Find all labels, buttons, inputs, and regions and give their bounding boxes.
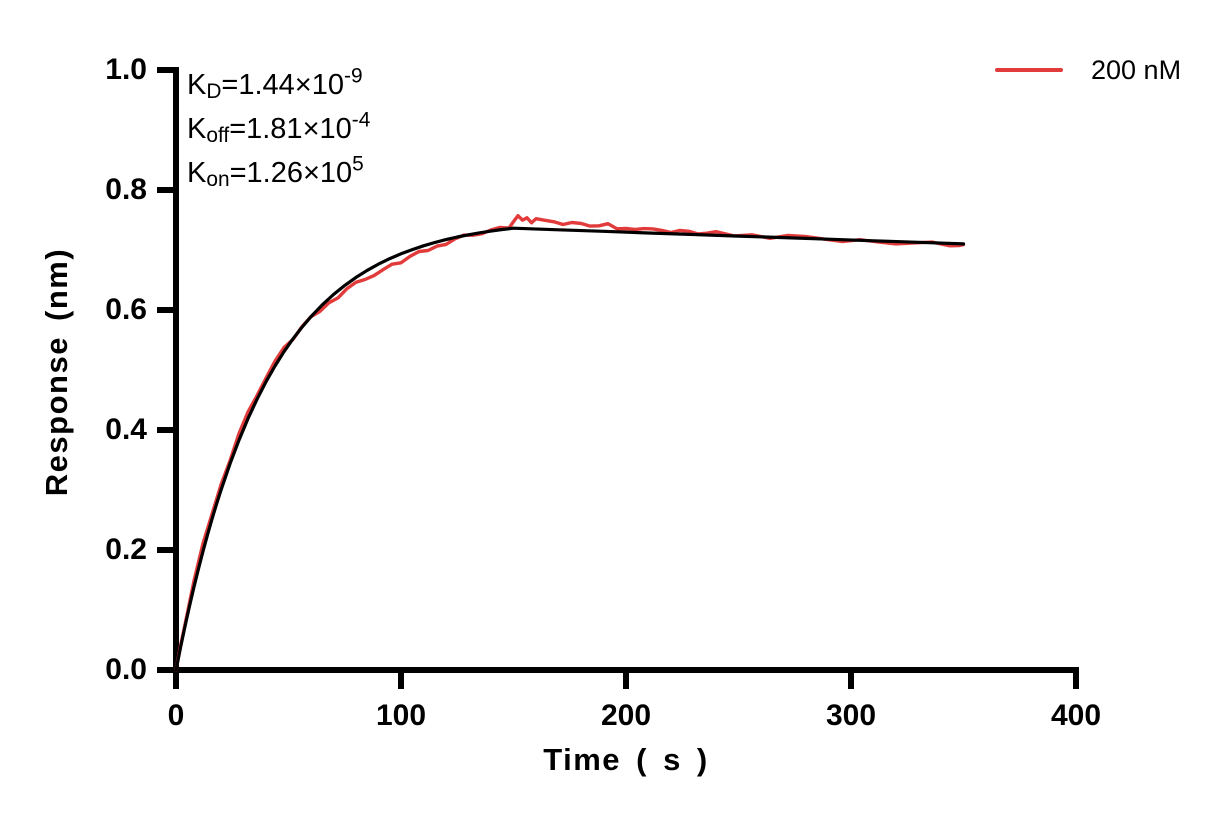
x-tick-label: 0 [167, 699, 185, 732]
kon-symbol: K [187, 157, 207, 189]
kd-exponent: -9 [344, 64, 363, 88]
kinetics-annotation: KD=1.44×10-9 Koff=1.81×10-4 Kon=1.26×105 [187, 63, 370, 195]
koff-symbol: K [187, 113, 207, 145]
koff-subscript: off [206, 123, 230, 147]
koff-annotation-line: Koff=1.81×10-4 [187, 107, 370, 151]
y-tick-label: 1.0 [105, 53, 147, 86]
kon-annotation-line: Kon=1.26×105 [187, 151, 370, 195]
koff-exponent: -4 [351, 108, 371, 132]
kon-value: =1.26×10 [229, 157, 353, 189]
x-tick-label: 400 [1050, 699, 1102, 732]
x-tick-label: 300 [825, 699, 877, 732]
legend: 200 nM [995, 50, 1181, 90]
kd-subscript: D [206, 79, 222, 103]
koff-value: =1.81×10 [229, 113, 352, 145]
y-axis-title: Response (nm) [39, 247, 74, 497]
y-tick-label: 0.6 [105, 293, 147, 326]
kon-exponent: 5 [352, 152, 364, 176]
x-tick-label: 100 [375, 699, 427, 732]
y-tick-label: 0.4 [105, 413, 147, 446]
y-tick-label: 0.2 [105, 533, 147, 566]
fit-curve [174, 226, 966, 672]
kd-value: =1.44×10 [221, 69, 344, 101]
legend-line-icon [995, 68, 1063, 72]
kd-annotation-line: KD=1.44×10-9 [187, 63, 370, 107]
kon-subscript: on [206, 167, 230, 191]
data-curve-200nM [174, 213, 966, 672]
y-tick-label: 0.8 [105, 173, 147, 206]
x-tick-label: 200 [600, 699, 652, 732]
kd-symbol: K [187, 69, 207, 101]
y-tick-label: 0.0 [105, 653, 147, 686]
legend-label-200nM: 200 nM [1091, 54, 1182, 85]
x-axis-title: Time ( s ) [543, 742, 709, 777]
